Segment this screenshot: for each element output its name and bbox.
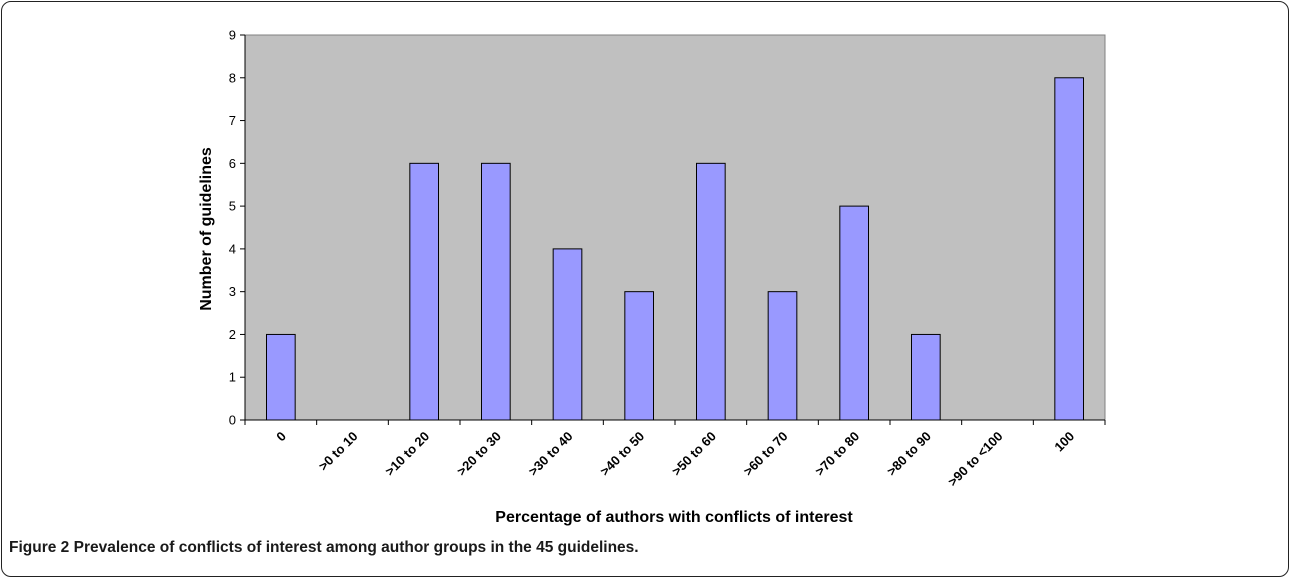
bar-chart: 0 1 2 3 4 5 6 7 8 9 0 >0 to 10 >10 to 20 >20 to 30 >3… bbox=[198, 28, 1106, 526]
x-tick-label: >40 to 50 bbox=[597, 429, 647, 479]
y-tick-label: 3 bbox=[229, 284, 236, 299]
bar bbox=[266, 333, 296, 421]
y-tick-label: 0 bbox=[229, 413, 236, 428]
bars bbox=[266, 77, 1085, 421]
x-axis: 0 >0 to 10 >10 to 20 >20 to 30 >30 to 40 >40 … bbox=[244, 419, 1106, 490]
x-tick-label: 100 bbox=[1051, 429, 1077, 455]
y-tick-label: 1 bbox=[229, 370, 236, 385]
caption-text: Prevalence of conflicts of interest amon… bbox=[73, 539, 639, 556]
bar bbox=[767, 291, 798, 421]
y-tick-label: 8 bbox=[229, 70, 236, 85]
y-tick-label: 2 bbox=[229, 327, 236, 342]
bar bbox=[481, 162, 511, 421]
figure-caption: Figure 2 Prevalence of conflicts of inte… bbox=[9, 539, 639, 557]
y-tick-label: 5 bbox=[229, 199, 236, 214]
x-tick-label: >90 to <100 bbox=[945, 429, 1006, 490]
x-tick-label: >50 to 60 bbox=[669, 429, 719, 479]
x-tick-label: >10 to 20 bbox=[382, 429, 432, 479]
y-tick-label: 6 bbox=[229, 156, 236, 171]
bar bbox=[552, 248, 583, 421]
x-tick-label: >20 to 30 bbox=[454, 429, 504, 479]
x-tick-label: >70 to 80 bbox=[812, 429, 862, 479]
caption-label: Figure 2 bbox=[9, 539, 70, 556]
bar bbox=[696, 162, 726, 421]
y-axis: 0 1 2 3 4 5 6 7 8 9 bbox=[229, 28, 246, 428]
bar bbox=[1054, 77, 1085, 421]
x-tick-label: >30 to 40 bbox=[525, 429, 575, 479]
x-tick-label: 0 bbox=[273, 429, 289, 445]
bar bbox=[839, 205, 869, 421]
bar bbox=[624, 291, 654, 421]
y-tick-label: 9 bbox=[229, 28, 236, 43]
plot-area bbox=[244, 34, 1106, 421]
y-axis-label: Number of guidelines bbox=[198, 147, 215, 311]
bar bbox=[409, 162, 440, 421]
y-tick-label: 7 bbox=[229, 113, 236, 128]
x-tick-label: >0 to 10 bbox=[316, 429, 361, 474]
x-tick-label: >60 to 70 bbox=[740, 429, 790, 479]
y-tick-label: 4 bbox=[229, 241, 236, 256]
x-tick-label: >80 to 90 bbox=[884, 429, 934, 479]
x-axis-label: Percentage of authors with conflicts of … bbox=[495, 509, 853, 526]
bar bbox=[911, 333, 941, 421]
